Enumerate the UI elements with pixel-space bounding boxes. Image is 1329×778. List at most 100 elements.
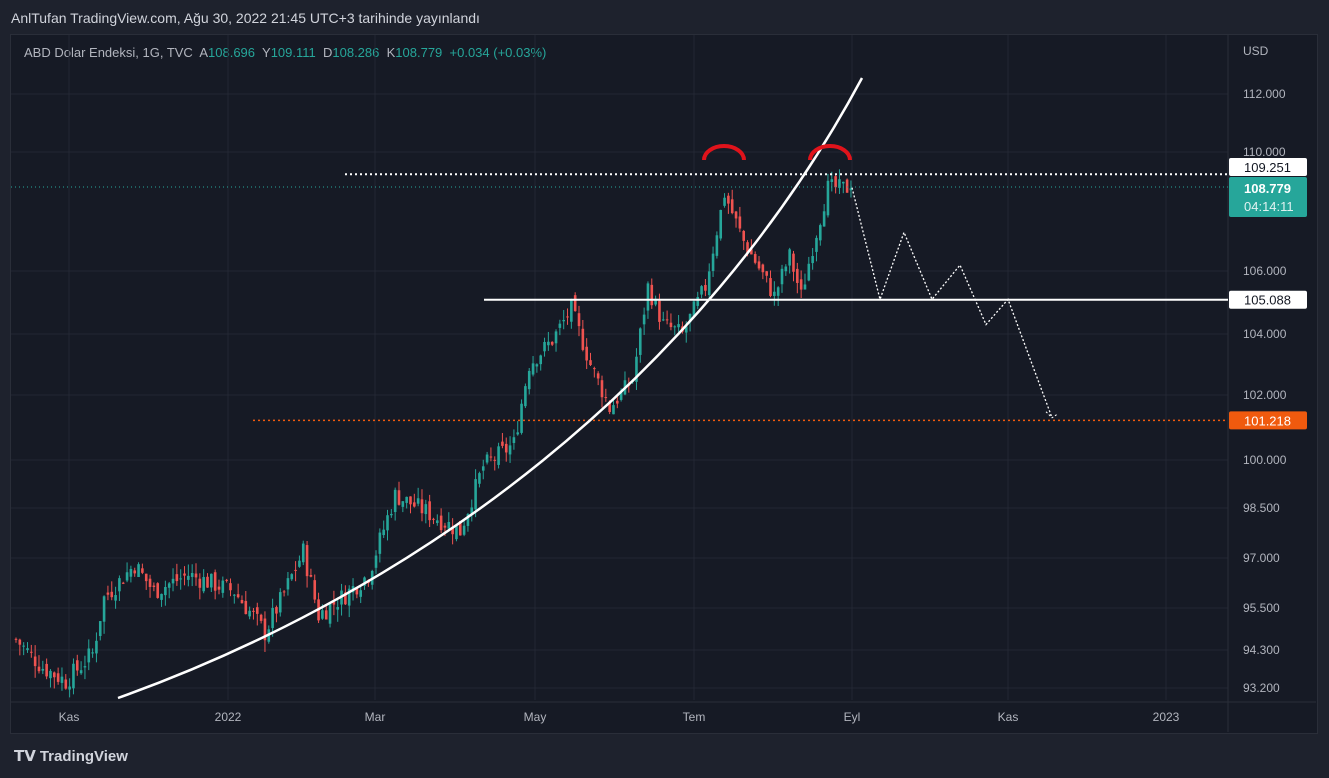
candle-body [187, 575, 190, 580]
candle-body [401, 501, 405, 507]
candle-body [566, 316, 569, 318]
open-label: A [199, 45, 209, 60]
y-tick-label: 106.000 [1243, 264, 1287, 278]
candle-body [259, 614, 263, 621]
candle-body [447, 521, 451, 529]
candle-body [141, 568, 144, 573]
y-tick-label: 112.000 [1243, 87, 1286, 101]
candle-body [420, 499, 424, 514]
ohlc-legend: ABD Dolar Endeksi, 1G, TVC A108.696 Y109… [24, 45, 546, 60]
candle-body [397, 490, 401, 505]
candle-body [616, 400, 619, 404]
candle-body [654, 298, 657, 305]
y-tick-label: 110.000 [1243, 145, 1286, 159]
candle-body [481, 466, 485, 471]
candle-body [324, 610, 328, 620]
close-value: 108.779 [395, 45, 443, 60]
candle-body [160, 593, 163, 600]
y-tick-label: 98.500 [1243, 501, 1280, 515]
candle-body [547, 341, 550, 346]
candle-body [294, 569, 297, 571]
parabolic-curve [117, 77, 864, 700]
candle-body [608, 401, 611, 413]
candle-body [167, 583, 171, 588]
candle-body [33, 656, 37, 667]
candle-body [815, 237, 818, 252]
candle-body [286, 578, 290, 590]
candle-body [826, 180, 830, 216]
candle-body [152, 585, 156, 587]
candle-body [359, 590, 362, 597]
candle-body [336, 607, 340, 610]
candle-body [730, 199, 734, 214]
candle-body [796, 268, 799, 283]
target-price-label-bg [1229, 411, 1307, 430]
candle-body [508, 445, 512, 455]
candle-body [539, 355, 543, 365]
candle-body [183, 573, 186, 576]
candle-body [164, 586, 167, 596]
candle-body [225, 579, 228, 581]
candle-body [313, 580, 317, 600]
candle-body [535, 364, 539, 367]
candle-body [202, 577, 205, 592]
candle-body [451, 526, 454, 535]
candle-body [110, 591, 114, 598]
candle-body [819, 225, 822, 241]
currency-label: USD [1243, 44, 1269, 58]
candle-body [485, 454, 489, 463]
candle-body [727, 195, 730, 204]
candle-body [355, 588, 359, 595]
y-tick-label: 100.000 [1243, 453, 1287, 467]
candle-body [26, 648, 29, 651]
candle-body [458, 521, 462, 536]
tradingview-logo[interactable]: 𝗧𝗩 TradingView [14, 747, 128, 766]
candle-body [750, 249, 753, 255]
candle-body [424, 504, 428, 515]
candle-body [363, 577, 366, 586]
resistance-price-label-bg [1229, 158, 1307, 176]
candle-body [56, 673, 60, 682]
candle-body [585, 346, 588, 361]
candle-body [405, 496, 408, 503]
candle-body [263, 618, 267, 641]
candle-body [665, 319, 669, 321]
candle-body [217, 586, 221, 590]
candle-body [746, 242, 749, 253]
candle-body [489, 456, 493, 458]
candle-body [309, 575, 313, 577]
candle-body [757, 261, 761, 269]
candle-body [344, 592, 347, 605]
candle-body [589, 360, 592, 366]
candle-body [190, 573, 194, 577]
candle-body [604, 397, 608, 399]
x-tick-label: Eyl [844, 710, 861, 724]
candle-body [229, 583, 232, 591]
candle-body [673, 326, 677, 328]
candle-body [776, 287, 780, 296]
candle-body [390, 513, 393, 516]
candle-body [328, 603, 332, 624]
candle-body [133, 570, 137, 574]
candle-body [210, 573, 213, 588]
candle-body [382, 529, 385, 536]
candle-body [642, 314, 646, 325]
candle-body [49, 670, 52, 679]
candle-body [715, 235, 719, 256]
candle-body [91, 652, 94, 654]
candle-body [144, 573, 148, 582]
candle-body [393, 489, 397, 513]
candle-body [700, 286, 703, 295]
candle-body [68, 686, 71, 690]
candle-body [60, 676, 64, 683]
candle-body [30, 651, 33, 653]
candle-body [834, 176, 837, 188]
candle-body [612, 405, 615, 415]
last-price-label-bg [1229, 177, 1307, 217]
candle-body [696, 296, 700, 306]
candle-body [516, 432, 520, 435]
candle-body [148, 578, 152, 587]
candle-body [455, 526, 458, 540]
projection-arrow-icon [1045, 411, 1059, 419]
